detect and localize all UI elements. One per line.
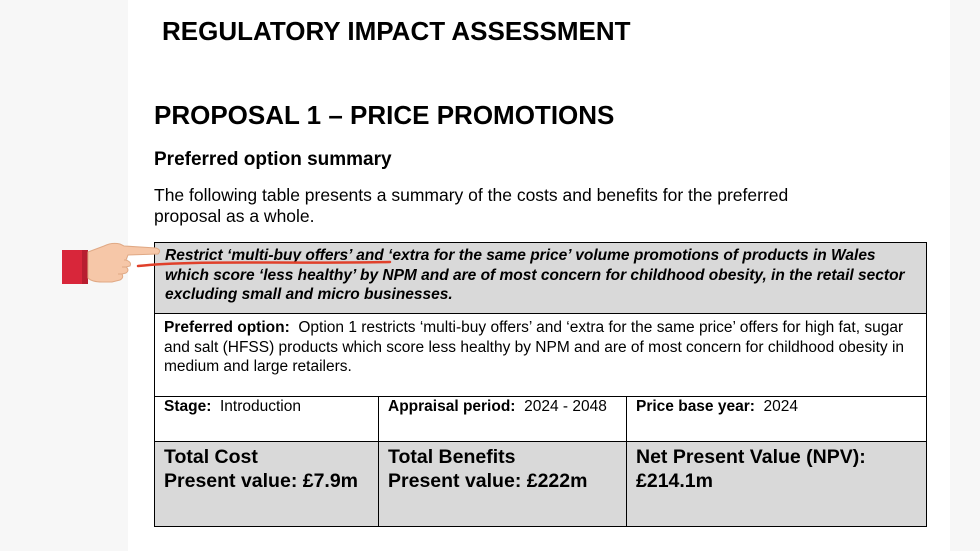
headline-text: Restrict ‘multi-buy offers’ and ‘extra f… bbox=[165, 247, 905, 303]
preferred-option-label: Preferred option: bbox=[164, 319, 290, 336]
npv-label: Net Present Value (NPV): bbox=[636, 446, 866, 468]
headline-cell: Restrict ‘multi-buy offers’ and ‘extra f… bbox=[153, 242, 928, 314]
total-benefits-value: Present value: £222m bbox=[388, 470, 588, 492]
table-row: Stage: Introduction Appraisal period: 20… bbox=[154, 396, 928, 442]
preferred-option-cell: Preferred option: Option 1 restricts ‘mu… bbox=[153, 313, 928, 397]
document-title: REGULATORY IMPACT ASSESSMENT bbox=[162, 16, 631, 46]
table-row: Restrict ‘multi-buy offers’ and ‘extra f… bbox=[153, 242, 928, 314]
stage-cell: Stage: Introduction bbox=[154, 396, 379, 442]
total-cost-label: Total Cost bbox=[164, 446, 258, 468]
appraisal-period-cell: Appraisal period: 2024 - 2048 bbox=[378, 396, 627, 442]
intro-paragraph: The following table presents a summary o… bbox=[154, 185, 789, 226]
highlight-underline-mark bbox=[136, 260, 392, 268]
stage-label: Stage: bbox=[164, 398, 212, 415]
total-benefits-label: Total Benefits bbox=[388, 446, 516, 468]
table-row: Total Cost Present value: £7.9m Total Be… bbox=[154, 441, 928, 527]
stage-value: Introduction bbox=[220, 398, 301, 415]
summary-table: Restrict ‘multi-buy offers’ and ‘extra f… bbox=[153, 242, 928, 527]
preferred-option-description: Option 1 restricts ‘multi-buy offers’ an… bbox=[164, 319, 905, 375]
pointing-hand-icon bbox=[62, 242, 161, 284]
appraisal-period-label: Appraisal period: bbox=[388, 398, 516, 415]
price-base-year-value: 2024 bbox=[763, 398, 799, 415]
table-row: Preferred option: Option 1 restricts ‘mu… bbox=[153, 313, 928, 397]
price-base-year-cell: Price base year: 2024 bbox=[625, 396, 928, 442]
npv-value: £214.1m bbox=[636, 470, 713, 492]
total-cost-cell: Total Cost Present value: £7.9m bbox=[154, 441, 379, 527]
total-benefits-cell: Total Benefits Present value: £222m bbox=[378, 441, 627, 527]
section-heading: Preferred option summary bbox=[154, 149, 392, 170]
price-base-year-label: Price base year: bbox=[636, 398, 755, 415]
preferred-option-text: Preferred option: Option 1 restricts ‘mu… bbox=[155, 314, 926, 377]
npv-cell: Net Present Value (NPV): £214.1m bbox=[625, 441, 928, 527]
appraisal-period-value: 2024 - 2048 bbox=[524, 398, 607, 415]
total-cost-value: Present value: £7.9m bbox=[164, 470, 359, 492]
proposal-title: PROPOSAL 1 – PRICE PROMOTIONS bbox=[154, 100, 615, 130]
